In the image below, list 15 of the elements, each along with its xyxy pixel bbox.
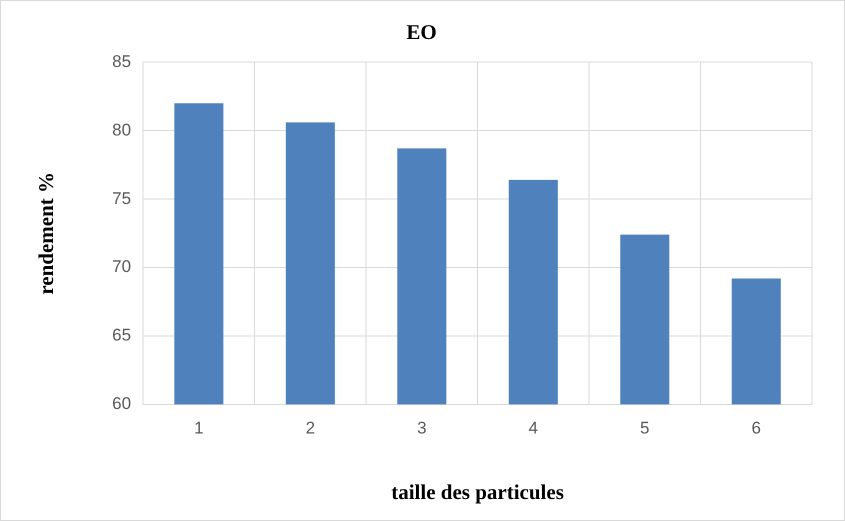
y-tick-label: 65: [112, 326, 132, 345]
y-tick-label: 60: [112, 394, 132, 414]
x-tick-label: 6: [752, 418, 761, 438]
x-tick-label: 4: [528, 418, 538, 438]
y-tick-label: 85: [112, 52, 132, 71]
y-axis-title: rendement %: [34, 172, 58, 295]
x-axis-title: taille des particules: [391, 480, 564, 504]
y-tick-label: 70: [112, 257, 132, 276]
x-tick-label: 2: [306, 418, 316, 438]
x-tick-label: 3: [417, 418, 427, 438]
x-tick-label: 1: [194, 418, 204, 438]
y-tick-label: 75: [112, 188, 132, 208]
y-tick-label: 80: [112, 120, 132, 140]
chart-title: EO: [406, 20, 437, 44]
x-tick-label: 5: [640, 418, 650, 438]
